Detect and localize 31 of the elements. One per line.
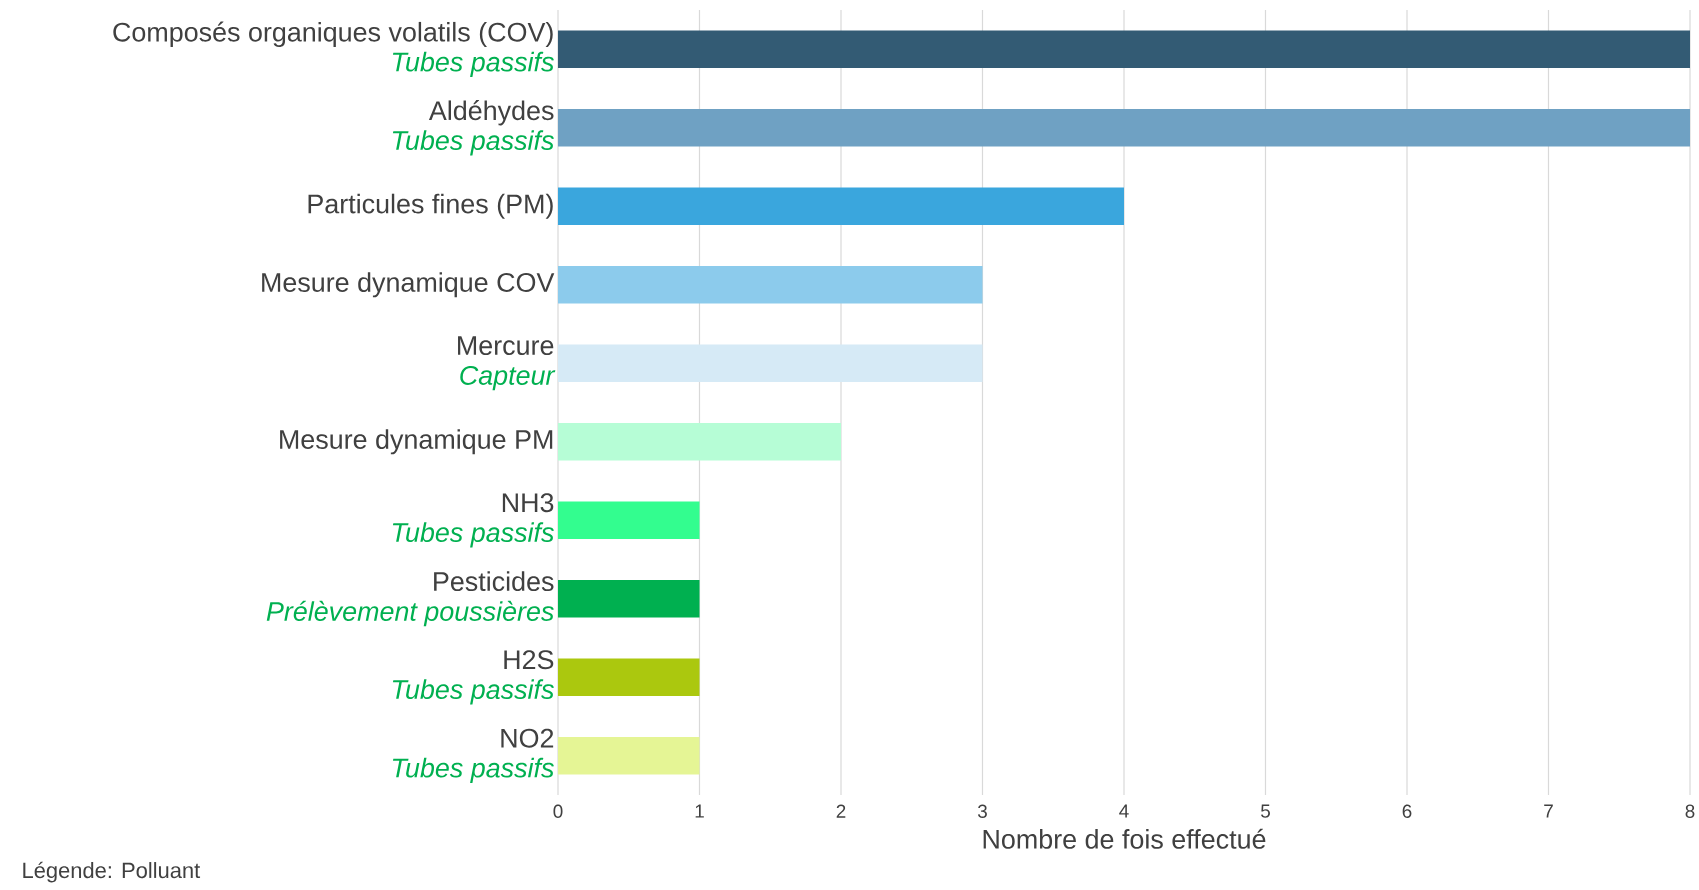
y-tick-label: Mesure dynamique PM [280, 429, 553, 455]
y-tick-label: Mercure Capteur [458, 336, 556, 391]
bar [558, 736, 700, 775]
bar [558, 187, 1124, 226]
bar [558, 579, 700, 618]
bar [558, 108, 1690, 147]
x-tick-label: 5 [1260, 804, 1270, 818]
y-tick-label: H2S Tubes passifs [392, 650, 554, 705]
text: Légende: Polluant [23, 861, 201, 883]
x-tick-label: 6 [1402, 804, 1412, 818]
x-tick-label: 2 [836, 804, 846, 818]
x-tick-label: 8 [1685, 804, 1695, 818]
bar [558, 501, 700, 540]
bar [558, 422, 841, 461]
x-tick-label: 4 [1119, 804, 1129, 818]
y-tick-label: NH3 Tubes passifs [392, 493, 554, 548]
y-tick-label: Mesure dynamique COV [262, 272, 555, 298]
y-tick-label: Particules fines (PM) [308, 193, 553, 219]
x-tick-label: 0 [553, 804, 563, 818]
x-tick-label: 1 [695, 804, 704, 818]
x-tick-label: 3 [977, 804, 987, 818]
y-tick-label: Pesticides Prélèvement poussières [266, 571, 554, 627]
bar [558, 265, 983, 304]
bar [558, 658, 700, 697]
bar [558, 30, 1690, 69]
y-tick-label: Composés organiques volatils (COV) Tubes passifs [113, 21, 554, 77]
x-tick-label: 7 [1544, 804, 1553, 818]
bar [558, 344, 983, 383]
x-axis-title: Nombre de fois effectué [983, 828, 1266, 849]
y-tick-label: NO2 Tubes passifs [392, 728, 554, 783]
y-tick-label: Aldéhydes Tubes passifs [392, 100, 554, 156]
